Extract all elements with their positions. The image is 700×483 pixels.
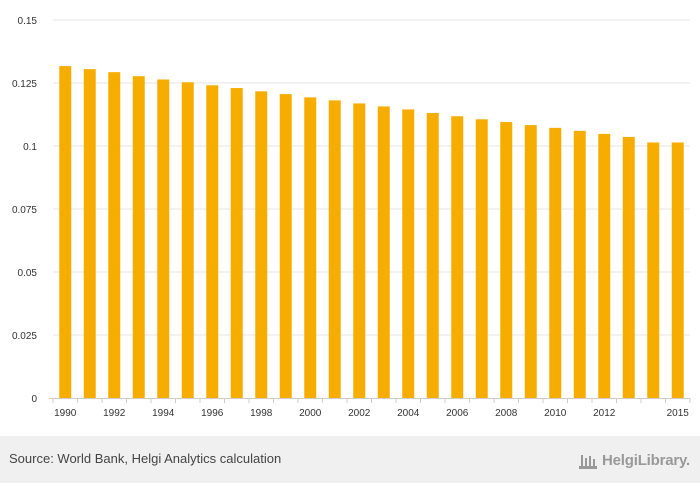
bar-2004 xyxy=(402,109,415,399)
bar-2015 xyxy=(671,142,684,398)
x-tick-label: 2010 xyxy=(544,408,567,419)
x-tick-label: 2002 xyxy=(348,408,371,419)
bar-1995 xyxy=(181,82,194,398)
bar-1998 xyxy=(255,91,268,398)
y-tick-label: 0.15 xyxy=(18,16,38,27)
bar-1994 xyxy=(157,79,170,399)
bar-1991 xyxy=(83,69,96,398)
x-tick-label: 1998 xyxy=(250,408,273,419)
y-tick-label: 0.1 xyxy=(23,142,37,153)
bar-2014 xyxy=(647,142,660,398)
bar-2013 xyxy=(622,136,635,399)
bar-1990 xyxy=(59,66,72,398)
x-tick-label: 2008 xyxy=(495,408,518,419)
x-tick-label: 1996 xyxy=(201,408,224,419)
x-tick-label: 1994 xyxy=(152,408,175,419)
bar-1993 xyxy=(132,76,145,399)
bar-1996 xyxy=(206,85,219,398)
y-tick-label: 0.075 xyxy=(12,205,37,216)
bar-2000 xyxy=(304,97,317,398)
bar-2009 xyxy=(524,125,537,399)
library-icon xyxy=(579,455,598,469)
bar-2002 xyxy=(353,103,366,399)
bar-2003 xyxy=(377,106,390,398)
bar-1997 xyxy=(230,88,243,398)
brand-logo[interactable]: HelgiLibrary. xyxy=(578,446,690,474)
bar-2010 xyxy=(549,127,562,398)
bar-2008 xyxy=(500,122,513,398)
bar-2012 xyxy=(598,133,611,399)
bar-2011 xyxy=(573,130,586,398)
y-tick-label: 0.025 xyxy=(12,331,37,342)
x-tick-label: 2004 xyxy=(397,408,420,419)
x-tick-label: 1990 xyxy=(54,408,77,419)
bar-chart: 0 0.025 0.05 0.075 0.1 0.125 0.15 1990 1992 1994 1… xyxy=(12,16,691,419)
x-tick-label: 1992 xyxy=(103,408,126,419)
brand-name: HelgiLibrary. xyxy=(602,451,690,469)
y-tick-label: 0.05 xyxy=(18,268,38,279)
x-tick-label: 2015 xyxy=(667,408,690,419)
footer xyxy=(0,436,700,483)
y-tick-label: 0.125 xyxy=(12,79,37,90)
bar-1999 xyxy=(279,94,292,398)
x-tick-label: 2000 xyxy=(299,408,322,419)
bar-2001 xyxy=(328,100,341,398)
bar-2006 xyxy=(451,116,464,398)
x-tick-label: 2012 xyxy=(593,408,616,419)
x-tick-label: 2006 xyxy=(446,408,469,419)
bar-1992 xyxy=(108,72,121,398)
source-note: Source: World Bank, Helgi Analytics calc… xyxy=(9,451,282,466)
y-tick-label: 0 xyxy=(31,394,37,405)
bar-2005 xyxy=(426,112,439,398)
bar-2007 xyxy=(475,119,488,399)
